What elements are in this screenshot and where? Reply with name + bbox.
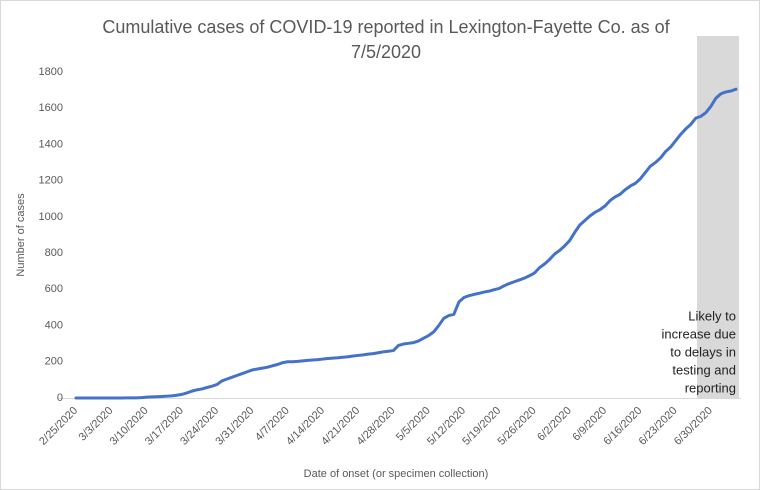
y-tick-label: 0 [57,392,63,404]
x-tick-label: 2/25/2020 [37,405,80,448]
data-line [74,87,738,400]
x-tick-label: 3/31/2020 [213,405,256,448]
x-tick-label: 5/26/2020 [496,405,539,448]
y-tick-label: 800 [45,247,63,259]
x-tick-label: 4/28/2020 [354,405,397,448]
x-tick-label: 6/2/2020 [535,405,574,444]
y-tick-label: 1400 [39,138,63,150]
x-axis-title: Date of onset (or specimen collection) [304,468,489,480]
chart-title: Cumulative cases of COVID-19 reported in… [102,17,670,62]
y-tick-label: 600 [45,283,63,295]
y-tick-label: 1000 [39,211,63,223]
y-tick-label: 400 [45,319,63,331]
annotation-line: Likely to [688,308,736,323]
x-tick-label: 6/30/2020 [672,405,715,448]
y-tick-label: 200 [45,356,63,368]
y-tick-label: 1800 [39,66,63,78]
annotation-line: reporting [685,380,736,395]
annotation-line: to delays in [670,344,736,359]
annotation-line: increase due [662,326,736,341]
annotation-line: testing and [672,362,736,377]
y-tick-label: 1200 [39,175,63,187]
y-tick-label: 1600 [39,102,63,114]
y-axis-title: Number of cases [15,193,27,277]
